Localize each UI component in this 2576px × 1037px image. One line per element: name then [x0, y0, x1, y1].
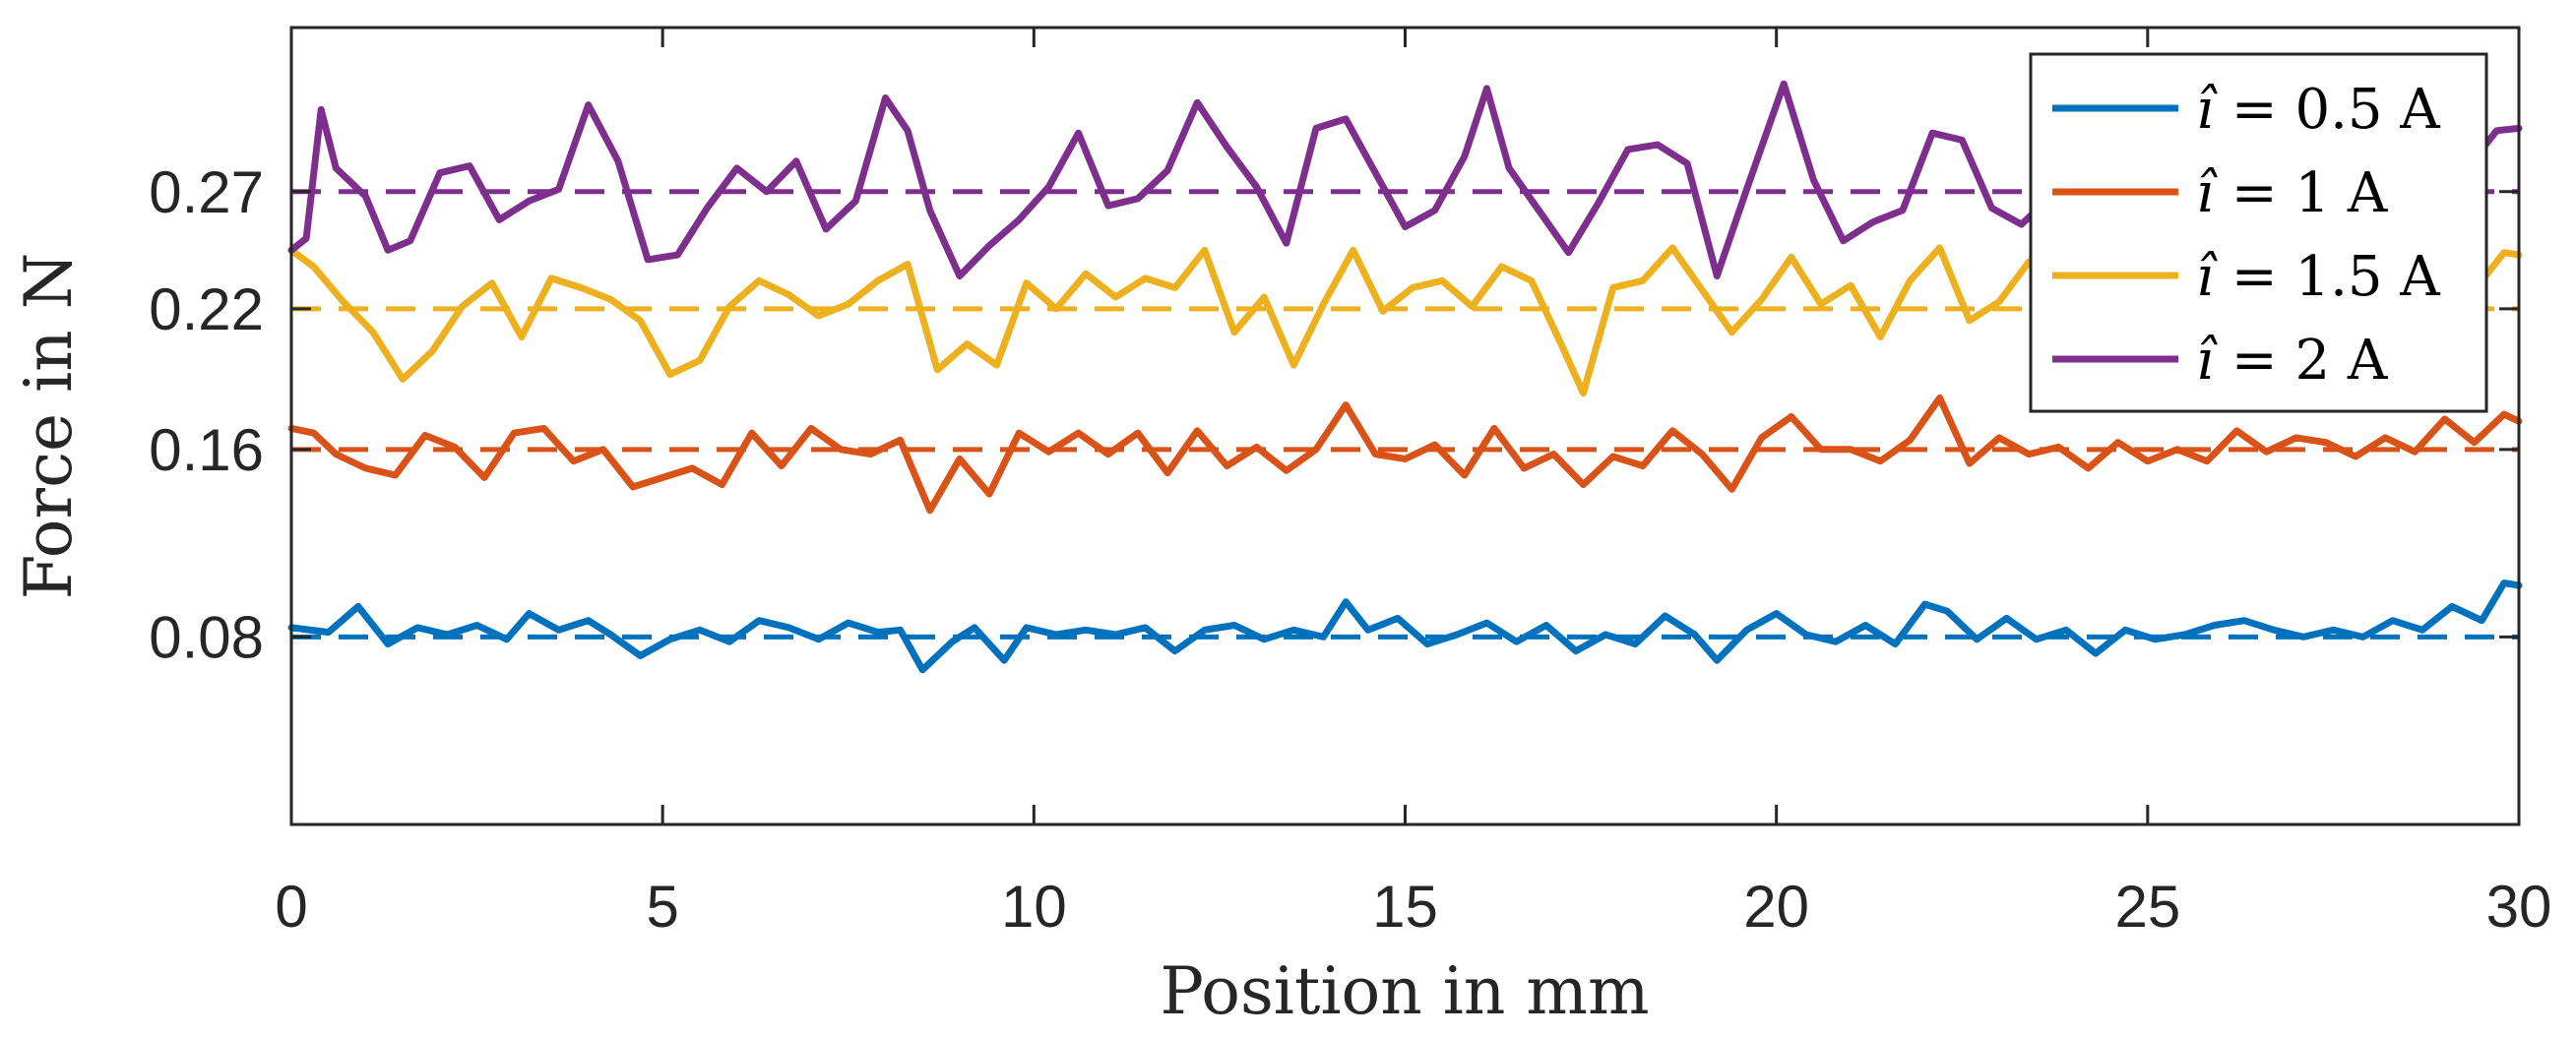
x-tick-label: 0 [275, 874, 307, 940]
y-tick-label: 0.08 [149, 604, 264, 670]
legend-label-1: î = 0.5 A [2196, 78, 2440, 142]
axis-ticks: 0 5 10 15 20 25 30 0.08 0.16 0.22 0.27 [149, 28, 2551, 940]
series-line-1 [287, 580, 2523, 674]
legend: î = 0.5 A î = 1 A î = 1.5 A î = 2 A [2029, 52, 2488, 413]
legend-label-4: î = 2 A [2196, 329, 2388, 393]
legend-label-2: î = 1 A [2196, 161, 2388, 225]
y-tick-label: 0.22 [149, 276, 264, 342]
x-axis-label: Position in mm [1160, 953, 1649, 1029]
x-tick-label: 25 [2114, 874, 2180, 940]
y-tick-label: 0.16 [149, 417, 264, 483]
x-tick-label: 5 [646, 874, 678, 940]
y-tick-label: 0.27 [149, 159, 264, 225]
x-tick-label: 10 [1001, 874, 1067, 940]
x-tick-label: 20 [1743, 874, 1809, 940]
legend-label-3: î = 1.5 A [2196, 245, 2440, 309]
x-tick-label: 30 [2486, 874, 2552, 940]
legend-box [2029, 52, 2488, 413]
y-axis-label: Force in N [11, 253, 87, 600]
x-tick-label: 15 [1372, 874, 1438, 940]
series-line-2 [287, 394, 2523, 515]
